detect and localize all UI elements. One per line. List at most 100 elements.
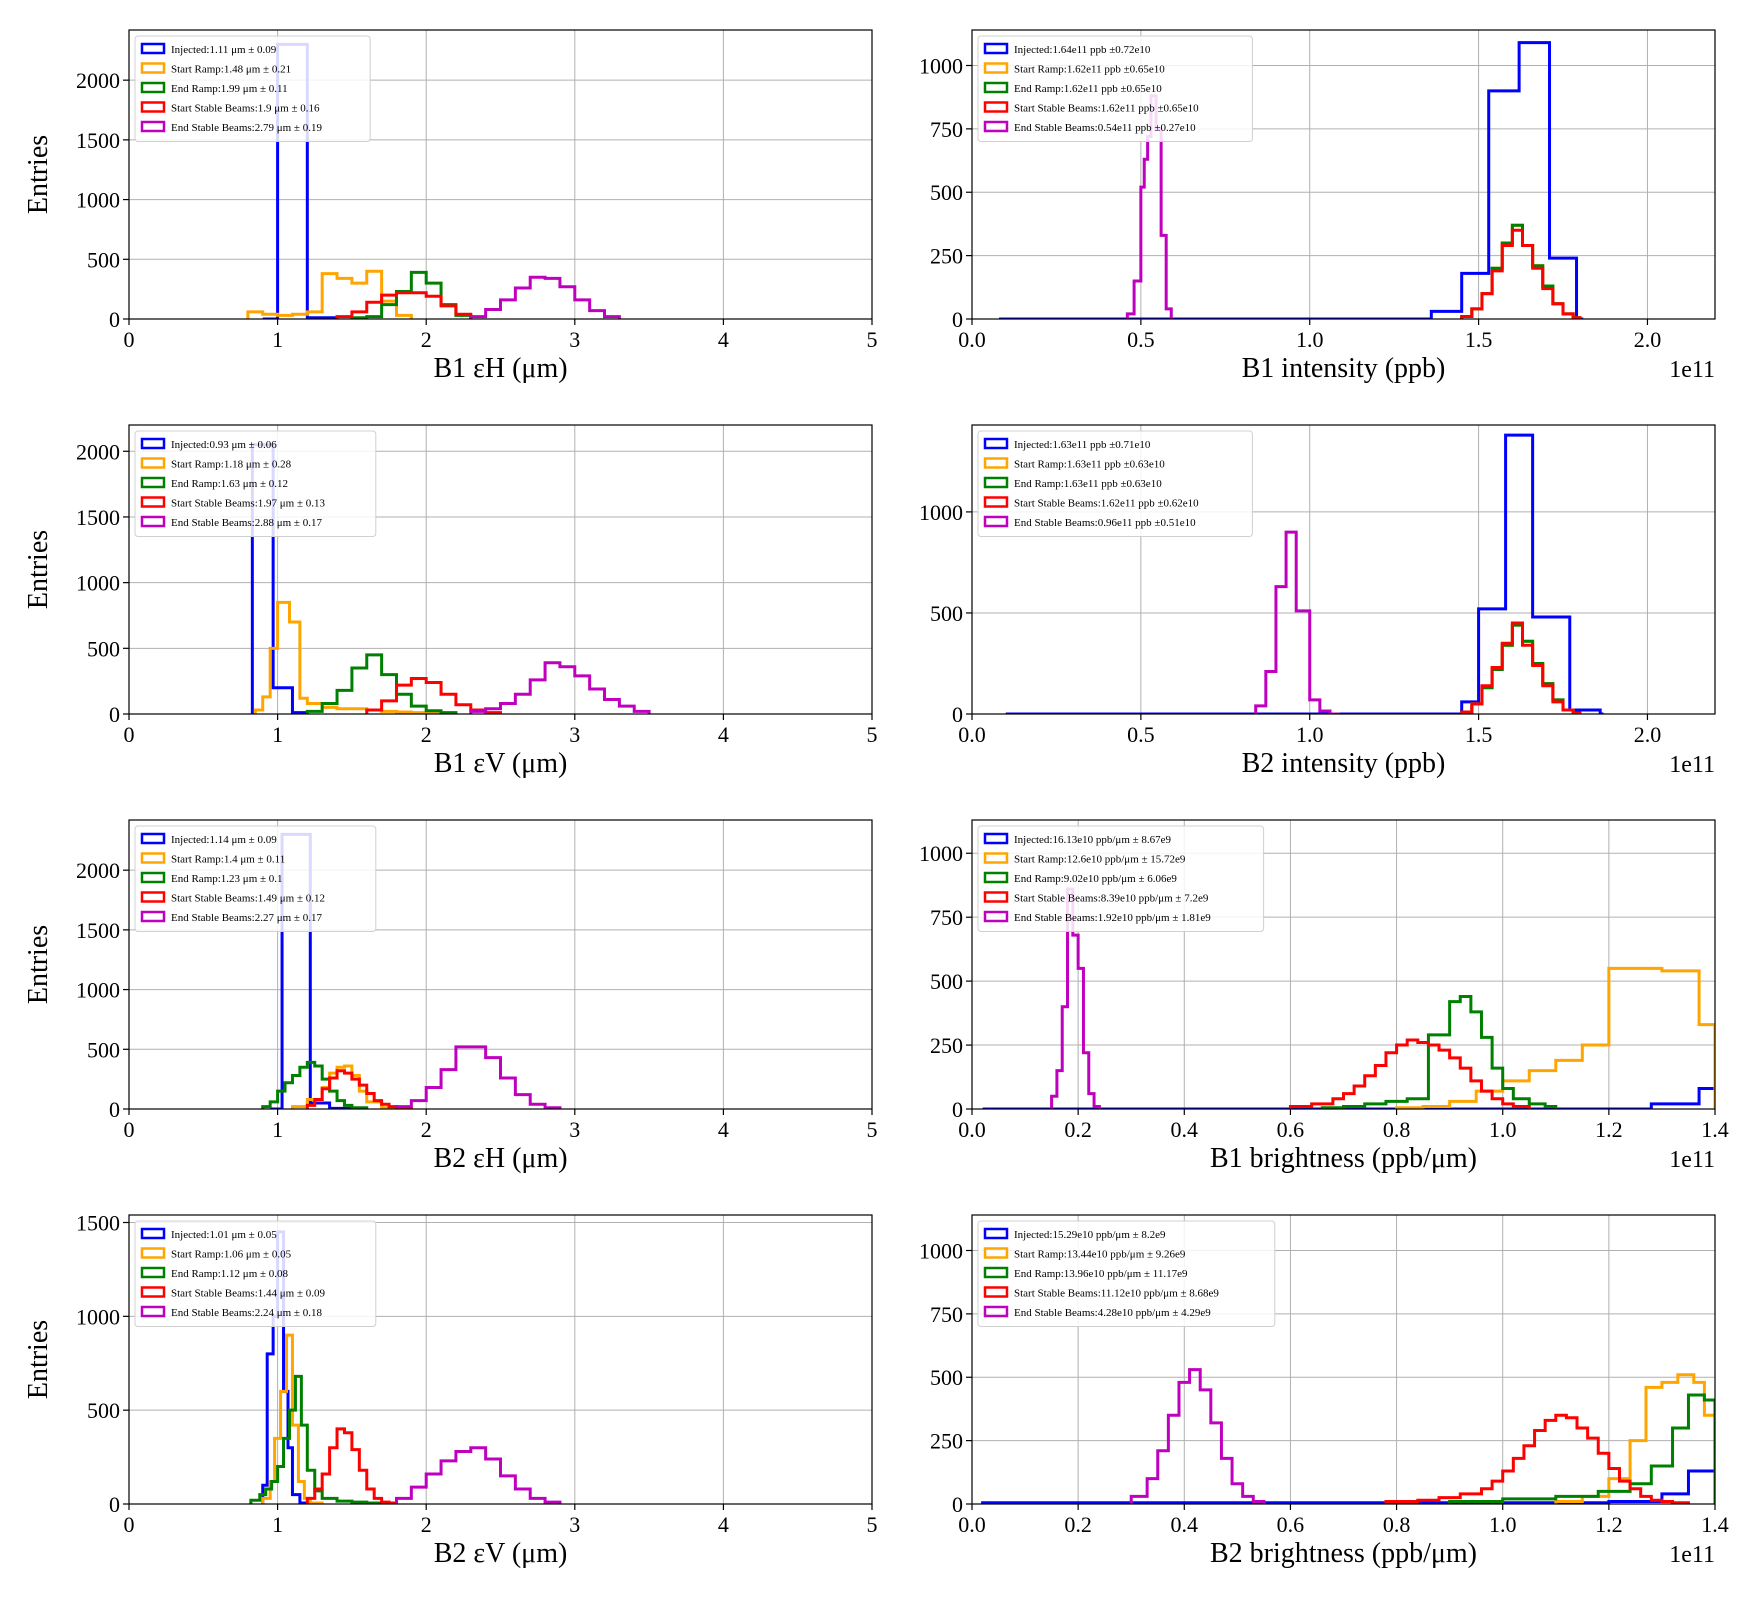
x-axis-label: B1 εV (μm) bbox=[434, 748, 568, 779]
legend-entry: Injected:1.64e11 ppb ±0.72e10 bbox=[1014, 44, 1151, 56]
x-axis-label: B1 intensity (ppb) bbox=[1242, 353, 1446, 384]
x-tick-label: 1.5 bbox=[1465, 327, 1493, 352]
y-tick-label: 0 bbox=[109, 1492, 120, 1517]
plot-frame bbox=[128, 1214, 873, 1505]
legend-entry: End Stable Beams:1.92e10 ppb/μm ± 1.81e9 bbox=[1014, 912, 1211, 924]
x-tick-label: 0.0 bbox=[958, 327, 986, 352]
y-tick-label: 1000 bbox=[919, 53, 963, 78]
series-line-end-stable-beams bbox=[1050, 887, 1101, 1109]
legend-entry: End Stable Beams:0.96e11 ppb ±0.51e10 bbox=[1014, 517, 1196, 529]
x-tick-label: 0.0 bbox=[958, 1117, 986, 1142]
legend-entry: Start Ramp:1.48 μm ± 0.21 bbox=[171, 64, 291, 76]
x-tick-label: 4 bbox=[718, 722, 729, 747]
legend-entry: Start Ramp:13.44e10 ppb/μm ± 9.26e9 bbox=[1014, 1249, 1186, 1261]
legend-swatch bbox=[140, 1247, 166, 1259]
legend-swatch bbox=[983, 101, 1009, 113]
y-axis-label: Entries bbox=[23, 135, 54, 214]
x-tick-label: 4 bbox=[718, 1512, 729, 1537]
series-line-end-stable-beams bbox=[394, 1045, 562, 1109]
x-tick-label: 0.8 bbox=[1383, 1117, 1411, 1142]
legend: Injected:0.93 μm ± 0.06 Start Ramp:1.18 μ… bbox=[134, 430, 377, 537]
x-tick-label: 3 bbox=[569, 722, 580, 747]
axis-offset-label: 1e11 bbox=[1669, 1542, 1715, 1568]
x-tick-label: 1.2 bbox=[1595, 1512, 1623, 1537]
series-line-end-stable-beams bbox=[394, 1446, 562, 1504]
legend-swatch bbox=[983, 496, 1009, 508]
series-line-end-ramp bbox=[350, 270, 473, 319]
legend-entry: Injected:1.01 μm ± 0.05 bbox=[171, 1229, 277, 1241]
legend-entry: Start Stable Beams:1.97 μm ± 0.13 bbox=[171, 498, 326, 510]
legend-swatch bbox=[983, 515, 1009, 528]
legend-entry: End Ramp:1.12 μm ± 0.08 bbox=[171, 1268, 289, 1280]
x-tick-label: 1.0 bbox=[1296, 327, 1324, 352]
legend-entry: Start Stable Beams:1.44 μm ± 0.09 bbox=[171, 1288, 326, 1300]
x-tick-label: 0.2 bbox=[1064, 1117, 1092, 1142]
legend-swatch bbox=[983, 1247, 1009, 1259]
x-tick-label: 1.0 bbox=[1489, 1117, 1517, 1142]
series-line-start-stable-beams bbox=[1384, 1413, 1690, 1504]
x-axis-label: B2 brightness (ppb/μm) bbox=[1210, 1538, 1477, 1569]
legend-swatch bbox=[983, 1286, 1009, 1298]
x-tick-label: 4 bbox=[718, 1117, 729, 1142]
y-tick-label: 500 bbox=[87, 1037, 120, 1062]
y-tick-label: 500 bbox=[87, 1398, 120, 1423]
y-tick-label: 1000 bbox=[76, 188, 120, 213]
x-tick-label: 1.4 bbox=[1701, 1117, 1729, 1142]
x-axis-label: B1 brightness (ppb/μm) bbox=[1210, 1143, 1477, 1174]
y-tick-label: 500 bbox=[930, 601, 963, 626]
legend-swatch bbox=[983, 457, 1009, 469]
x-tick-label: 0.2 bbox=[1064, 1512, 1092, 1537]
legend-swatch bbox=[983, 871, 1009, 884]
x-tick-label: 0 bbox=[124, 722, 135, 747]
legend-swatch bbox=[140, 852, 166, 864]
legend-entry: Start Ramp:1.06 μm ± 0.05 bbox=[171, 1249, 292, 1261]
y-tick-label: 0 bbox=[109, 307, 120, 332]
chart-panel-7: 0 1 2 3 4 5 0 500 1000 1500 B2 εV (μm) Entries Injec… bbox=[23, 1211, 878, 1569]
x-tick-label: 2 bbox=[421, 327, 432, 352]
series-line-start-stable-beams bbox=[1460, 621, 1582, 714]
legend-entry: End Stable Beams:2.88 μm ± 0.17 bbox=[171, 517, 322, 529]
legend: Injected:15.29e10 ppb/μm ± 8.2e9 Start Ra… bbox=[977, 1220, 1276, 1327]
legend-box bbox=[134, 430, 377, 537]
y-tick-label: 1000 bbox=[919, 1238, 963, 1263]
legend-swatch bbox=[140, 81, 166, 94]
plot-frame bbox=[971, 819, 1716, 1110]
series-line-end-ramp bbox=[1448, 1393, 1715, 1504]
plot-frame bbox=[971, 1214, 1716, 1505]
y-tick-label: 1000 bbox=[76, 571, 120, 596]
legend-entry: Injected:1.63e11 ppb ±0.71e10 bbox=[1014, 439, 1151, 451]
series-line-end-ramp bbox=[249, 1374, 384, 1504]
plot-frame bbox=[128, 424, 873, 715]
x-tick-label: 2.0 bbox=[1634, 327, 1662, 352]
x-tick-label: 1.2 bbox=[1595, 1117, 1623, 1142]
legend-swatch bbox=[140, 42, 166, 55]
legend-box bbox=[977, 35, 1253, 142]
legend: Injected:1.01 μm ± 0.05 Start Ramp:1.06 μ… bbox=[134, 1220, 377, 1327]
y-tick-label: 750 bbox=[930, 1302, 963, 1327]
series-line-end-stable-beams bbox=[1254, 530, 1341, 714]
legend-box bbox=[134, 825, 377, 932]
legend-box bbox=[977, 825, 1265, 932]
series-line-start-stable-beams bbox=[335, 291, 473, 319]
axis-offset-label: 1e11 bbox=[1669, 1147, 1715, 1173]
legend-entry: End Ramp:1.62e11 ppb ±0.65e10 bbox=[1014, 83, 1162, 95]
x-tick-label: 1 bbox=[272, 1512, 283, 1537]
y-tick-label: 1000 bbox=[76, 978, 120, 1003]
legend-swatch bbox=[983, 852, 1009, 864]
series-line-injected bbox=[1005, 433, 1604, 714]
series-line-injected bbox=[982, 1087, 1715, 1109]
x-tick-label: 0.6 bbox=[1277, 1512, 1305, 1537]
x-tick-label: 5 bbox=[867, 1512, 878, 1537]
series-line-start-stable-beams bbox=[365, 677, 502, 714]
series-line-end-ramp bbox=[1320, 994, 1558, 1109]
legend-swatch bbox=[140, 62, 166, 74]
chart-panel-3: 0 1 2 3 4 5 0 500 1000 1500 2000 B1 εV (μm) Entries I… bbox=[23, 424, 878, 779]
legend-entry: End Stable Beams:2.27 μm ± 0.17 bbox=[171, 912, 322, 924]
x-tick-label: 0 bbox=[124, 327, 135, 352]
x-tick-label: 3 bbox=[569, 327, 580, 352]
legend-swatch bbox=[140, 1286, 166, 1298]
x-tick-label: 3 bbox=[569, 1117, 580, 1142]
legend-swatch bbox=[983, 120, 1009, 133]
legend-swatch bbox=[140, 832, 166, 845]
